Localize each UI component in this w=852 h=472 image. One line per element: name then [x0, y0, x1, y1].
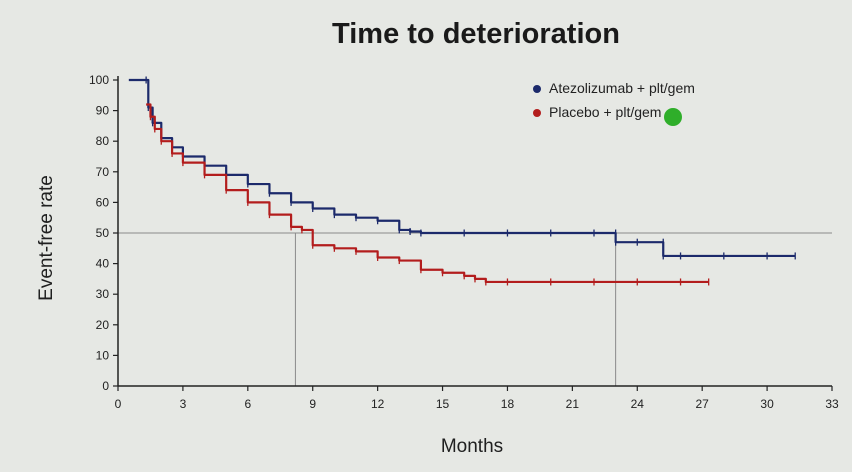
- y-tick-label: 90: [96, 104, 110, 118]
- y-tick-label: 30: [96, 287, 110, 301]
- legend-label-0: Atezolizumab + plt/gem: [549, 80, 695, 96]
- x-axis-title: Months: [441, 436, 503, 457]
- x-tick-label: 9: [309, 397, 316, 411]
- chart-title: Time to deterioration: [332, 18, 620, 50]
- y-tick-label: 40: [96, 257, 110, 271]
- x-tick-label: 27: [696, 397, 710, 411]
- y-tick-label: 80: [96, 134, 110, 148]
- x-tick-label: 24: [631, 397, 645, 411]
- x-tick-label: 12: [371, 397, 385, 411]
- series-line-1: [146, 103, 709, 284]
- series-layer: [128, 76, 796, 286]
- x-tick-label: 6: [244, 397, 251, 411]
- x-tick-label: 3: [180, 397, 187, 411]
- y-tick-label: 10: [96, 348, 110, 362]
- legend-marker-0: [533, 85, 541, 93]
- x-tick-label: 0: [115, 397, 122, 411]
- series-line-0: [128, 78, 796, 258]
- y-tick-label: 20: [96, 318, 110, 332]
- y-tick-label: 0: [102, 379, 109, 393]
- axes: 0 10 20 30 40 50 60 70 80 90 100 0 3 6 9 12 15 18 21 24 27 30…: [89, 73, 839, 411]
- x-tick-label: 30: [760, 397, 774, 411]
- y-tick-label: 70: [96, 165, 110, 179]
- y-tick-label: 100: [89, 73, 109, 87]
- y-tick-label: 60: [96, 195, 110, 209]
- x-tick-label: 21: [566, 397, 580, 411]
- legend-label-1: Placebo + plt/gem: [549, 104, 661, 120]
- legend-marker-1: [533, 109, 541, 117]
- green-dot-marker: [664, 108, 682, 126]
- x-tick-label: 18: [501, 397, 515, 411]
- x-tick-label: 33: [825, 397, 839, 411]
- y-tick-label: 50: [96, 226, 110, 240]
- legend: Atezolizumab + plt/gem Placebo + plt/gem: [533, 80, 695, 126]
- x-tick-label: 15: [436, 397, 450, 411]
- y-axis-title: Event-free rate: [36, 175, 57, 301]
